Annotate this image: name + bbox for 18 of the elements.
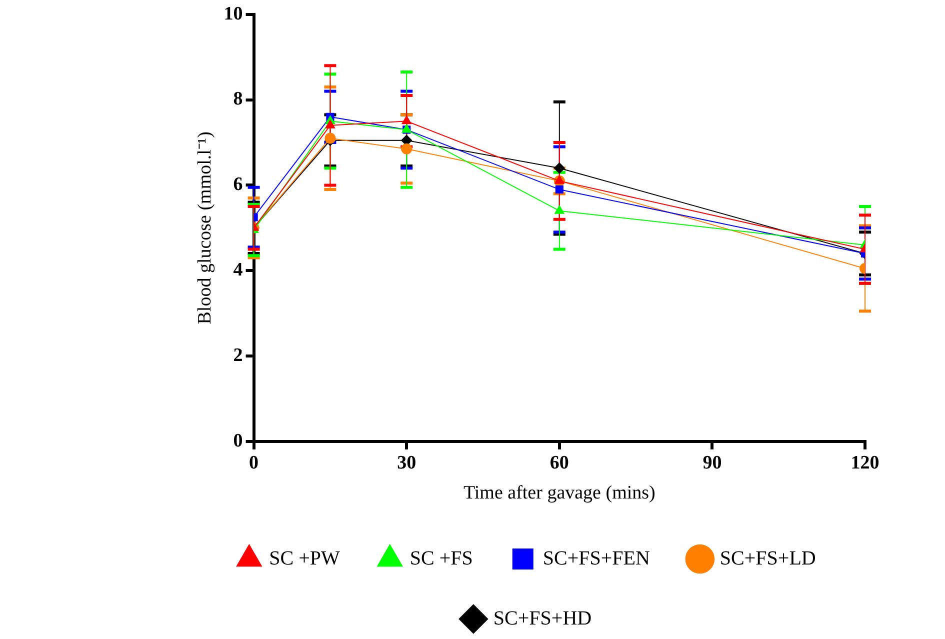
x-tick-label: 30 (397, 452, 416, 474)
y-axis-title: Blood glucose (mmol.l⁻¹) (194, 132, 216, 324)
legend-label: SC +PW (269, 547, 340, 570)
x-tick-label: 90 (702, 452, 722, 474)
y-tick-label: 10 (224, 3, 243, 24)
y-tick-label: 8 (233, 88, 243, 110)
legend-label: SC+FS+FEN (542, 547, 650, 570)
legend-label: SC+FS+LD (720, 547, 816, 570)
x-tick-label: 120 (850, 452, 880, 474)
y-tick-label: 2 (233, 344, 243, 366)
y-tick-label: 0 (233, 430, 243, 452)
x-axis-title: Time after gavage (mins) (463, 482, 656, 504)
y-tick-label: 4 (233, 260, 244, 281)
y-tick-label: 6 (233, 174, 243, 196)
legend-label: SC+FS+HD (493, 607, 592, 630)
legend-label: SC +FS (410, 547, 473, 570)
x-tick-label: 0 (249, 452, 259, 474)
x-tick-label: 60 (550, 452, 569, 474)
